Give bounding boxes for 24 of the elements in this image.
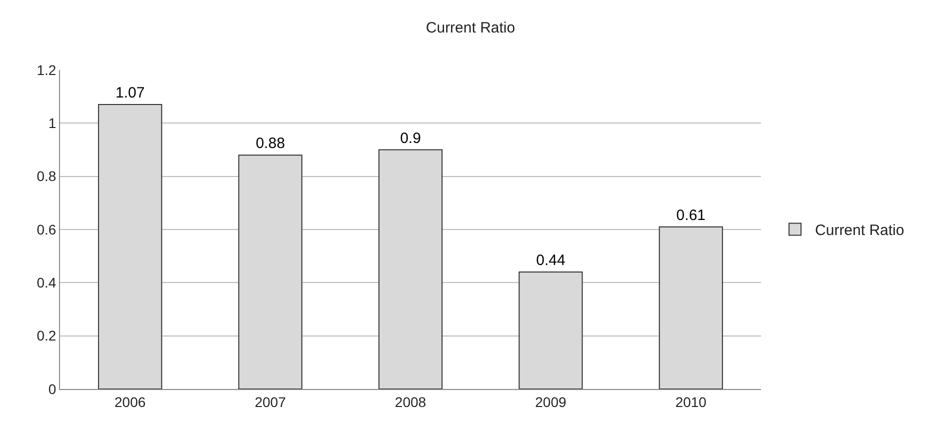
- data-label: 1.07: [116, 84, 145, 102]
- bar: [658, 226, 723, 389]
- bar: [238, 154, 302, 389]
- bar: [98, 104, 162, 389]
- x-tick-label: 2008: [394, 394, 426, 410]
- data-label: 0.44: [536, 252, 566, 270]
- y-tick-label: 0.8: [36, 168, 56, 184]
- legend-label: Current Ratio: [815, 222, 904, 240]
- x-tick-label: 2007: [254, 394, 286, 410]
- data-label: 0.9: [400, 130, 421, 147]
- x-tick-label: 2009: [535, 394, 566, 410]
- data-label: 0.88: [256, 135, 285, 152]
- y-tick-label: 1.2: [36, 62, 56, 78]
- y-tick-label: 0: [48, 380, 56, 397]
- bar: [378, 149, 443, 389]
- y-tick-label: 0.4: [36, 274, 56, 291]
- data-label: 0.61: [676, 206, 706, 224]
- x-tick-label: 2006: [114, 394, 146, 410]
- bar: [518, 272, 583, 389]
- y-tick-label: 1: [48, 115, 56, 132]
- x-tick-label: 2010: [675, 394, 707, 410]
- y-tick-label: 0.2: [36, 328, 56, 344]
- y-tick-label: 0.6: [36, 221, 56, 238]
- chart-title: Current Ratio: [426, 19, 516, 36]
